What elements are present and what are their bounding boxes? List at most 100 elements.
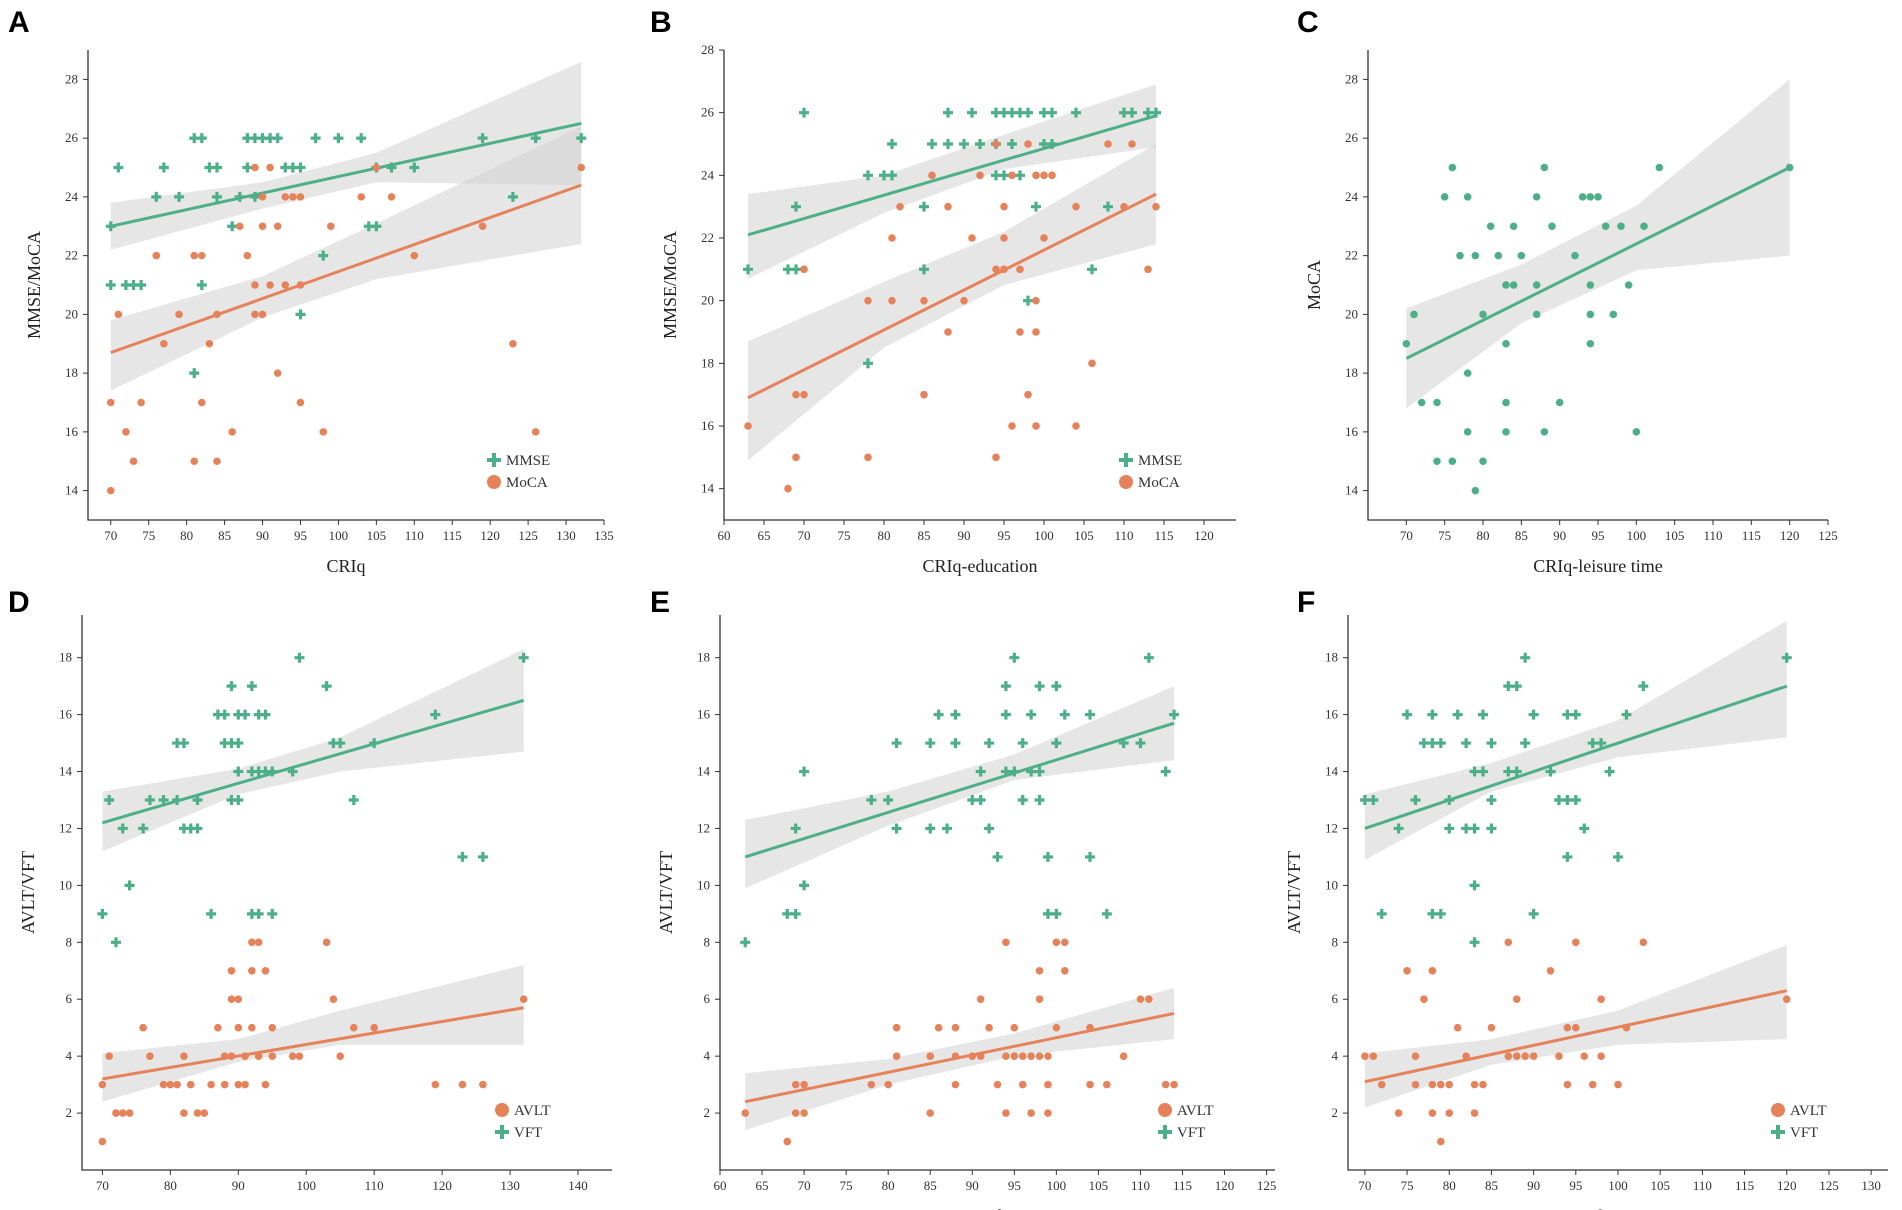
data-point-vft	[1101, 908, 1112, 919]
data-point-vft	[1026, 709, 1037, 720]
data-point-mmse	[1127, 107, 1137, 118]
data-point-mmse	[743, 264, 753, 275]
x-tick-label: 105	[367, 528, 387, 543]
data-point-vft	[226, 681, 237, 692]
data-point-moca	[1008, 422, 1016, 430]
x-tick-label: 90	[1527, 1178, 1540, 1193]
chart-panel-f: F 70 75 80 85 90 95 100 105 110 115 120 125 130 2 4 6 8 10…	[1284, 586, 1888, 1210]
data-point-avlt	[173, 1080, 181, 1089]
x-tick-label: 85	[218, 528, 231, 543]
data-point-vft	[1034, 795, 1045, 805]
data-point-vft	[1085, 709, 1095, 720]
data-point-vft	[1613, 851, 1623, 862]
data-point-moca	[1032, 296, 1040, 305]
data-point-avlt	[322, 938, 331, 947]
fit-line-avlt	[744, 1011, 1175, 1104]
data-point-moca	[190, 251, 199, 260]
x-tick-label: 75	[142, 528, 155, 543]
x-tick-label: 75	[838, 528, 851, 543]
data-point-avlt	[159, 1080, 168, 1089]
data-point-avlt	[884, 1080, 892, 1089]
data-point-vft	[1009, 766, 1020, 777]
data-point-avlt	[1580, 1052, 1589, 1060]
x-tick-label: 120	[1194, 528, 1214, 543]
data-point-avlt	[1002, 1052, 1010, 1060]
x-tick-label: 115	[1154, 528, 1173, 543]
x-tick-label: 120	[480, 528, 500, 543]
data-point-moca	[1448, 457, 1457, 466]
data-point-avlt	[349, 1023, 358, 1032]
data-point-avlt	[98, 1137, 107, 1146]
legend-marker-vft	[495, 1125, 509, 1139]
legend-label-vft: VFT	[514, 1125, 542, 1141]
data-point-vft	[1118, 738, 1129, 749]
data-point-moca	[251, 281, 259, 289]
data-point-avlt	[800, 1080, 808, 1089]
data-point-moca	[251, 310, 259, 319]
fit-line-avlt	[102, 1006, 524, 1081]
data-point-avlt	[1170, 1080, 1178, 1089]
data-point-vft	[1017, 795, 1028, 805]
data-point-mmse	[1087, 264, 1097, 275]
y-tick-label: 26	[1345, 130, 1359, 145]
data-point-avlt	[1027, 1052, 1035, 1060]
y-tick-label: 8	[66, 934, 73, 949]
data-point-mmse	[136, 280, 147, 290]
fit-line-vft	[101, 698, 525, 825]
data-point-vft	[1135, 738, 1146, 749]
data-point-moca	[243, 251, 252, 260]
data-point-moca	[114, 310, 123, 319]
y-tick-label: 2	[704, 1105, 711, 1120]
data-point-avlt	[1639, 938, 1648, 947]
data-point-mmse	[1047, 107, 1057, 118]
data-point-vft	[1000, 766, 1011, 777]
data-point-moca	[235, 222, 244, 231]
data-point-avlt	[1572, 938, 1580, 947]
y-tick-label: 4	[66, 1048, 73, 1063]
data-point-moca	[387, 193, 396, 201]
data-point-avlt	[1411, 1080, 1420, 1089]
legend-label-avlt: AVLT	[1177, 1103, 1214, 1119]
data-point-moca	[1024, 140, 1032, 148]
data-point-moca	[888, 296, 896, 305]
data-point-moca	[198, 398, 206, 407]
y-tick-label: 20	[1345, 306, 1358, 321]
data-point-avlt	[1044, 1109, 1052, 1117]
data-point-vft	[1402, 709, 1413, 720]
x-tick-label: 80	[180, 528, 193, 543]
data-point-avlt	[1394, 1109, 1403, 1117]
data-point-avlt	[214, 1023, 222, 1032]
data-point-vft	[1520, 738, 1531, 749]
data-point-mmse	[409, 162, 420, 173]
data-point-moca	[1433, 398, 1441, 407]
data-point-moca	[1479, 457, 1487, 466]
data-point-vft	[1418, 738, 1429, 749]
y-tick-label: 16	[1325, 707, 1339, 722]
x-axis-title: CRIq	[326, 556, 365, 576]
data-point-mmse	[234, 191, 245, 202]
confidence-band-mmse	[110, 61, 582, 250]
data-point-vft	[1604, 766, 1615, 777]
y-tick-label: 12	[1325, 820, 1338, 835]
data-point-avlt	[1529, 1052, 1538, 1060]
data-point-vft	[233, 795, 244, 805]
data-point-moca	[968, 234, 976, 242]
data-point-moca	[1152, 202, 1160, 211]
data-point-mmse	[310, 133, 321, 144]
data-point-avlt	[1103, 1080, 1111, 1089]
data-point-avlt	[1462, 1052, 1470, 1060]
data-point-moca	[1456, 251, 1464, 260]
x-tick-label: 70	[798, 528, 811, 543]
data-point-avlt	[1361, 1052, 1369, 1060]
data-point-vft	[138, 823, 149, 834]
data-point-mmse	[333, 133, 344, 144]
data-point-moca	[1463, 369, 1472, 377]
data-point-moca	[152, 251, 161, 260]
data-point-moca	[792, 453, 800, 462]
data-point-vft	[1638, 681, 1649, 692]
data-point-moca	[1517, 251, 1526, 260]
data-point-avlt	[1597, 995, 1605, 1004]
data-point-vft	[1587, 738, 1598, 749]
data-point-moca	[792, 390, 800, 399]
